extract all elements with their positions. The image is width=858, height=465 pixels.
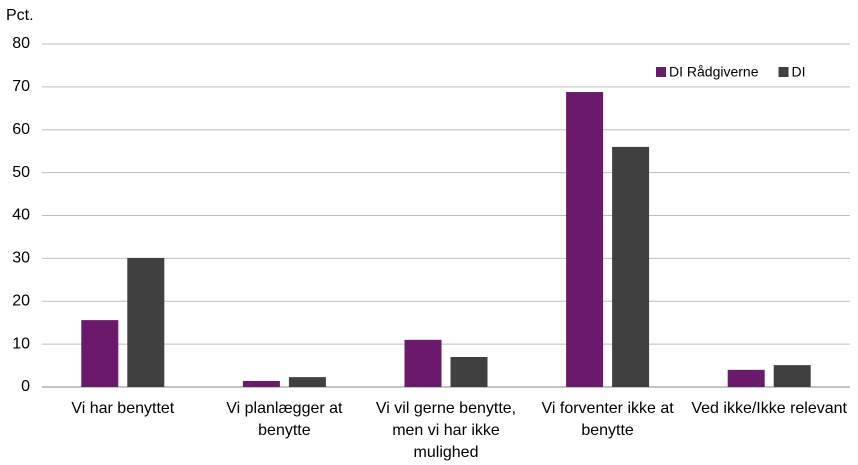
legend-label: DI Rådgiverne [669,64,759,80]
y-tick-label: 0 [21,378,30,395]
bar [566,92,604,388]
y-tick-label: 60 [12,121,30,138]
bar [404,339,442,387]
bar [450,356,488,387]
bar [727,369,765,387]
bar [242,380,280,387]
bar [612,146,650,387]
legend-swatch [778,67,789,77]
x-tick-label: Vi vil gerne benytte, men vi har ikke mu… [375,400,517,461]
y-tick-label: 70 [12,78,30,95]
y-tick-label: 10 [12,335,30,352]
y-tick-label: 40 [12,207,30,224]
y-tick-label: 20 [12,292,30,309]
bar [127,257,165,387]
y-tick-label: 80 [12,35,30,52]
x-tick-label: Vi har benyttet [71,400,175,417]
bar [773,365,811,387]
x-tick-label: Ved ikke/Ikke relevant [691,400,847,417]
y-axis-label: Pct. [6,7,34,24]
bar [81,320,119,387]
bar [288,377,326,387]
legend-label: DI [792,64,806,80]
x-tick-label: Vi forventer ikke at benytte [541,400,674,439]
legend-swatch [656,67,666,77]
x-tick-label: Vi planlægger at benytte [226,400,343,439]
y-tick-label: 30 [12,250,30,267]
y-tick-label: 50 [12,164,30,181]
